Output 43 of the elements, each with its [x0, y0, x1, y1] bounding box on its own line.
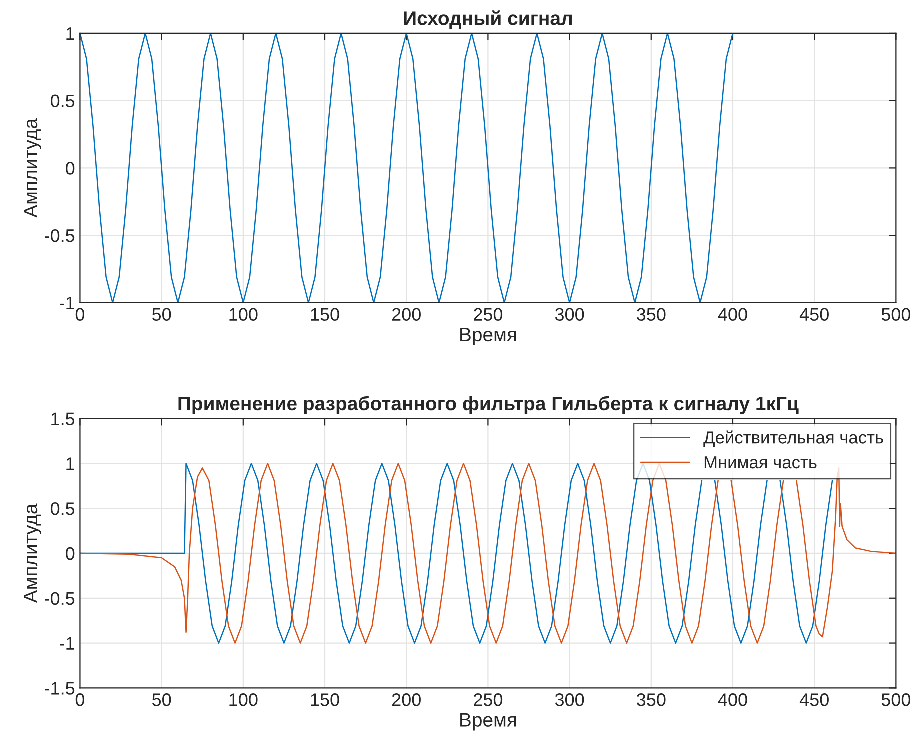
x-tick-label: 50: [152, 694, 172, 706]
x-tick-label: 400: [718, 308, 748, 322]
x-tick-label: 100: [230, 694, 258, 706]
x-axis-title: Время: [460, 328, 516, 346]
x-tick-label: 500: [882, 308, 911, 322]
x-tick-label: 300: [555, 308, 584, 322]
x-tick-label: 200: [392, 694, 421, 706]
y-tick-label: -1.5: [45, 682, 75, 695]
x-tick-label: 150: [311, 694, 340, 706]
y-tick-label: 0.5: [50, 502, 75, 516]
line-series: [80, 33, 734, 303]
x-tick-label: 200: [392, 308, 421, 322]
y-tick-label: 0: [66, 547, 75, 560]
x-tick-label: 0: [76, 308, 85, 322]
y-tick-label: 0: [66, 162, 75, 175]
y-axis-title: Амплитуда: [24, 118, 42, 218]
y-tick-label: 1: [66, 458, 74, 470]
y-tick-label: 1.5: [52, 412, 75, 426]
y-tick-label: -1: [60, 637, 74, 650]
x-tick-label: 300: [555, 694, 584, 706]
x-tick-label: 250: [474, 694, 503, 706]
x-tick-label: 450: [800, 308, 829, 322]
x-tick-label: 0: [76, 694, 85, 706]
legend-label: Мнимая часть: [704, 456, 817, 469]
x-tick-label: 100: [230, 308, 258, 322]
chart-title: Исходный сигнал: [404, 10, 572, 30]
x-tick-label: 400: [718, 694, 748, 706]
x-tick-label: 350: [637, 694, 666, 706]
x-axis-title: Время: [460, 713, 516, 731]
y-axis-title: Амплитуда: [24, 504, 42, 604]
x-tick-label: 250: [474, 308, 503, 322]
y-tick-label: 1: [66, 28, 74, 40]
x-tick-label: 500: [882, 694, 911, 706]
legend-label: Действительная часть: [704, 430, 884, 448]
chart-title: Применение разработанного фильтра Гильберта к сигналу 1кГц: [178, 396, 799, 414]
x-tick-label: 150: [311, 308, 340, 322]
y-tick-label: -0.5: [45, 229, 75, 242]
x-tick-label: 450: [800, 694, 829, 706]
y-tick-label: -1: [60, 297, 74, 310]
x-tick-label: 350: [637, 308, 666, 322]
y-tick-label: -0.5: [45, 592, 75, 606]
x-tick-label: 50: [152, 308, 172, 322]
y-tick-label: 0.5: [50, 94, 75, 108]
